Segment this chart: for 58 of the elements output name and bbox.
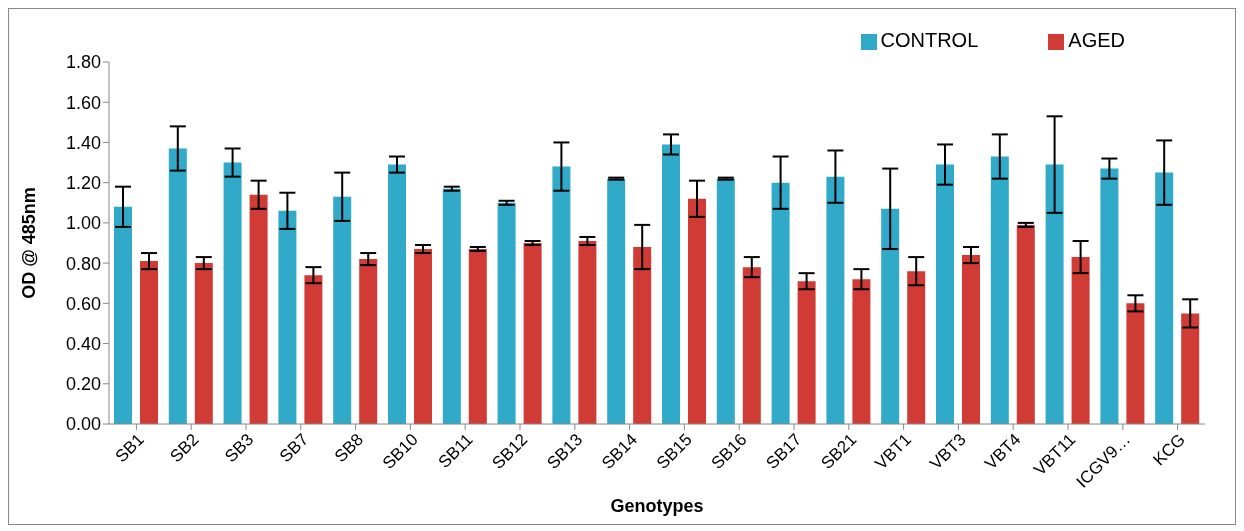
bar <box>852 279 871 424</box>
y-axis-title: OD @ 485nm <box>19 187 40 299</box>
bar <box>578 240 597 424</box>
y-tick-label: 0.80 <box>65 253 101 274</box>
y-tick-label: 1.80 <box>65 52 101 73</box>
y-tick-label: 0.60 <box>65 293 101 314</box>
bar <box>304 275 323 424</box>
bar <box>333 196 352 424</box>
bar <box>1181 313 1200 424</box>
bar <box>442 188 461 424</box>
bar <box>497 202 516 424</box>
bar <box>990 156 1009 424</box>
x-tick-label: SB8 <box>330 429 367 467</box>
bar <box>742 267 761 424</box>
bar <box>607 178 626 424</box>
bar <box>826 176 845 424</box>
y-tick-label: 1.40 <box>65 132 101 153</box>
bar <box>936 164 954 424</box>
bar <box>1016 224 1035 424</box>
bar <box>168 148 187 424</box>
bar <box>1100 168 1119 424</box>
bar <box>1155 172 1174 424</box>
bar <box>688 198 706 424</box>
y-tick-label: 1.60 <box>65 92 101 113</box>
bar <box>1126 303 1145 424</box>
x-axis-title: Genotypes <box>610 496 704 516</box>
legend-label: CONTROL <box>880 29 979 51</box>
bar <box>223 162 242 424</box>
y-tick-label: 0.40 <box>65 333 101 354</box>
y-tick-label: 1.00 <box>65 213 101 234</box>
y-tick-label: 0.00 <box>65 414 101 435</box>
bar <box>633 247 652 424</box>
bar <box>771 182 790 424</box>
bar <box>278 210 297 424</box>
bar <box>114 206 132 424</box>
bar <box>716 178 735 424</box>
bar <box>140 261 158 424</box>
x-tick-label: SB3 <box>221 429 258 467</box>
bar <box>662 144 680 424</box>
legend-label: AGED <box>1068 29 1125 51</box>
bar <box>249 194 268 424</box>
bar <box>962 255 980 424</box>
x-tick-label: SB2 <box>166 429 203 467</box>
bar <box>194 263 213 424</box>
bar <box>359 259 378 424</box>
bar <box>881 208 900 424</box>
bar <box>552 166 571 424</box>
bar <box>523 243 542 424</box>
bar <box>1045 164 1064 424</box>
bar <box>414 249 432 424</box>
bar <box>907 271 926 424</box>
y-tick-label: 0.20 <box>65 374 101 395</box>
bar <box>1071 257 1090 424</box>
bar <box>797 281 816 424</box>
bar <box>388 164 406 424</box>
y-tick-label: 1.20 <box>65 173 101 194</box>
bar <box>468 249 487 424</box>
x-tick-label: SB1 <box>111 429 148 467</box>
